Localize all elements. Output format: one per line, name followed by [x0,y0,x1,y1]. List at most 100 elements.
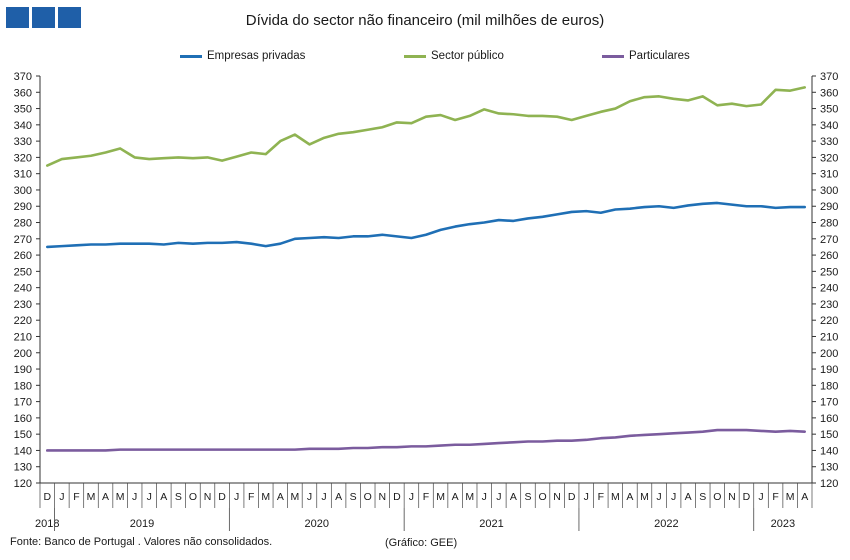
banco-de-portugal-logo-icon [6,7,81,28]
x-month-label: M [261,491,270,503]
legend-item-sector-publico: Sector público [404,50,504,62]
y-tick-label-left: 310 [14,169,32,181]
y-tick-label-right: 160 [820,413,838,425]
x-month-label: M [87,491,96,503]
x-month-label: A [626,491,633,503]
x-month-label: A [452,491,459,503]
y-tick-label-right: 330 [820,136,838,148]
y-tick-label-left: 140 [14,445,32,457]
y-tick-label-left: 120 [14,478,32,490]
y-tick-label-right: 350 [820,104,838,116]
x-month-label: A [335,491,342,503]
legend-label-particulares: Particulares [629,50,690,62]
x-month-label: F [423,491,429,503]
x-month-label: S [699,491,706,503]
x-month-label: F [772,491,778,503]
y-tick-label-right: 180 [820,380,838,392]
x-month-label: M [640,491,649,503]
x-month-label: J [307,491,312,503]
x-month-label: M [465,491,474,503]
y-tick-label-right: 200 [820,348,838,360]
y-tick-label-right: 340 [820,120,838,132]
x-month-label: D [743,491,751,503]
y-tick-label-left: 220 [14,315,32,327]
y-tick-label-right: 140 [820,445,838,457]
x-month-label: J [656,491,661,503]
series-line-particulares [45,428,807,452]
y-tick-label-left: 190 [14,364,32,376]
y-tick-label-right: 220 [820,315,838,327]
x-month-label: J [59,491,64,503]
legend-label-empresas: Empresas privadas [207,50,306,62]
y-tick-label-right: 230 [820,299,838,311]
y-tick-label-right: 210 [820,331,838,343]
x-year-label: 2020 [305,518,329,530]
legend-swatch-sector-publico [404,54,426,58]
y-tick-label-left: 180 [14,380,32,392]
x-month-label: J [584,491,589,503]
chart-title: Dívida do sector não financeiro (mil mil… [245,12,605,29]
x-month-label: J [234,491,239,503]
x-month-label: D [218,491,226,503]
y-tick-label-left: 240 [14,283,32,295]
logo-block-3 [58,7,81,28]
y-tick-label-right: 150 [820,429,838,441]
legend-item-empresas: Empresas privadas [180,50,305,62]
y-tick-label-right: 270 [820,234,838,246]
legend-swatch-empresas [180,54,202,58]
x-month-label: A [102,491,109,503]
x-month-label: J [132,491,137,503]
series-line-empresas-privadas [45,201,807,249]
x-month-label: N [553,491,561,503]
x-month-label: J [409,491,414,503]
x-month-label: J [496,491,501,503]
y-tick-label-right: 170 [820,397,838,409]
x-month-label: F [598,491,604,503]
x-month-label: S [350,491,357,503]
y-tick-label-right: 370 [820,71,838,83]
x-year-label: 2021 [479,518,503,530]
x-month-label: D [393,491,401,503]
y-tick-label-left: 250 [14,266,32,278]
x-year-label: 2022 [654,518,678,530]
x-month-label: N [204,491,212,503]
y-tick-label-right: 120 [820,478,838,490]
x-month-label: M [786,491,795,503]
y-tick-label-left: 370 [14,71,32,83]
y-tick-label-right: 130 [820,462,838,474]
x-year-label: 2018 [35,518,59,530]
y-tick-label-left: 260 [14,250,32,262]
x-month-label: J [671,491,676,503]
y-tick-label-right: 300 [820,185,838,197]
y-tick-label-left: 200 [14,348,32,360]
legend-item-particulares: Particulares [602,50,690,62]
y-tick-label-right: 360 [820,87,838,99]
x-month-label: D [568,491,576,503]
x-month-label: O [538,491,546,503]
logo-block-2 [32,7,55,28]
x-month-label: S [175,491,182,503]
x-year-label: 2023 [771,518,795,530]
x-month-label: S [524,491,531,503]
y-tick-label-right: 260 [820,250,838,262]
y-tick-label-left: 300 [14,185,32,197]
y-tick-label-left: 130 [14,462,32,474]
x-month-label: F [73,491,79,503]
x-month-label: M [116,491,125,503]
x-month-label: A [685,491,692,503]
y-tick-label-right: 290 [820,201,838,213]
x-month-label: A [801,491,808,503]
x-month-label: J [147,491,152,503]
y-tick-label-left: 230 [14,299,32,311]
x-month-label: A [510,491,517,503]
y-tick-label-left: 150 [14,429,32,441]
y-tick-label-right: 280 [820,218,838,230]
x-month-label: M [291,491,300,503]
chart-legend: Empresas privadas Sector público Particu… [0,50,850,66]
x-month-label: J [321,491,326,503]
y-tick-label-left: 330 [14,136,32,148]
x-month-label: N [379,491,387,503]
series-line-sector-publico [45,86,807,167]
y-tick-label-left: 290 [14,201,32,213]
